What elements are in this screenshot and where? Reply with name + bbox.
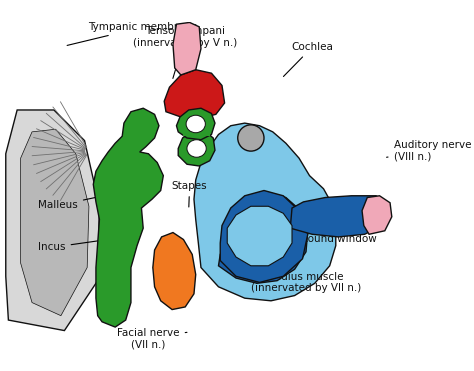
Text: Round window: Round window [267, 230, 376, 244]
Polygon shape [194, 123, 336, 301]
Polygon shape [227, 206, 292, 266]
Text: Malleus: Malleus [38, 197, 97, 210]
Polygon shape [176, 108, 215, 140]
Ellipse shape [186, 115, 205, 133]
Text: Facial nerve
(VII n.): Facial nerve (VII n.) [117, 328, 187, 349]
Polygon shape [93, 108, 164, 327]
Polygon shape [21, 129, 89, 316]
Polygon shape [362, 196, 392, 234]
Polygon shape [178, 131, 215, 166]
Polygon shape [164, 70, 225, 119]
Text: Cochlea: Cochlea [283, 42, 333, 76]
Text: Stapes: Stapes [172, 181, 208, 207]
Polygon shape [290, 196, 387, 237]
Circle shape [238, 125, 264, 151]
Text: Auditory nerve
(VIII n.): Auditory nerve (VIII n.) [387, 140, 471, 162]
Polygon shape [153, 233, 196, 309]
Ellipse shape [187, 140, 206, 157]
Text: Incus: Incus [38, 239, 111, 252]
Text: Tympanic membrane: Tympanic membrane [67, 22, 198, 45]
Polygon shape [6, 110, 100, 331]
Polygon shape [219, 193, 308, 283]
Polygon shape [220, 191, 308, 282]
Text: Tensor tympani
(innervated by V n.): Tensor tympani (innervated by V n.) [133, 26, 237, 78]
Polygon shape [183, 129, 210, 136]
Polygon shape [173, 22, 201, 75]
Text: Stapedius muscle
(innervated by VII n.): Stapedius muscle (innervated by VII n.) [228, 272, 361, 293]
